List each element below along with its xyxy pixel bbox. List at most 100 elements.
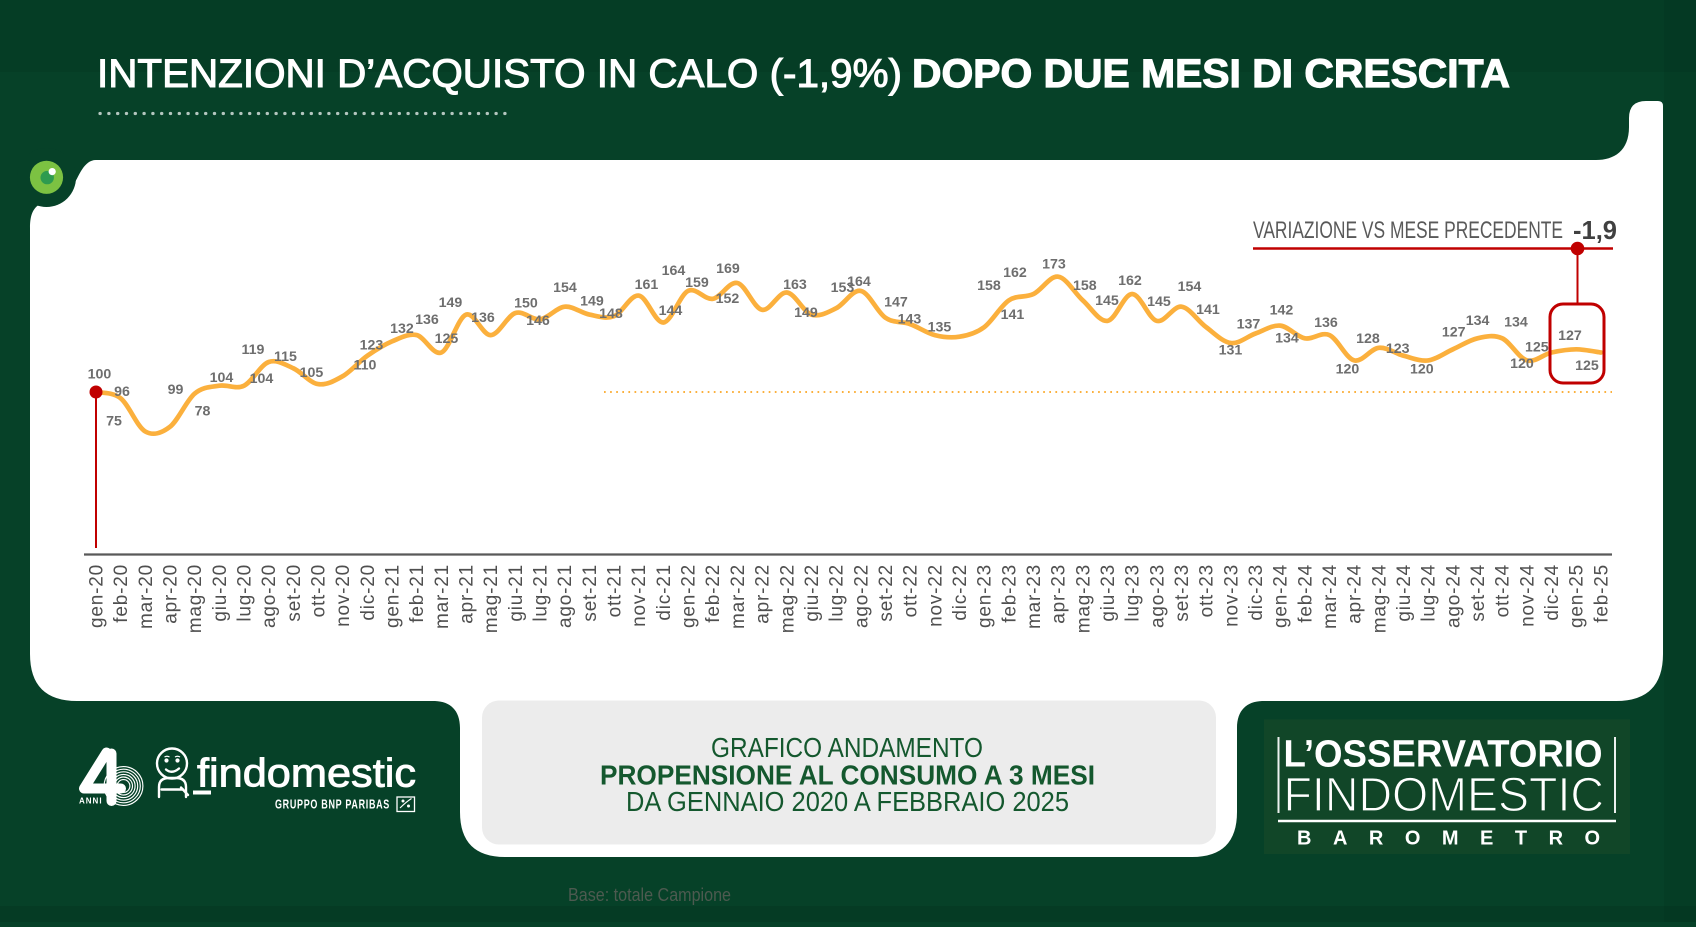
svg-text:143: 143 <box>898 312 922 328</box>
svg-text:mag-21: mag-21 <box>481 564 502 633</box>
svg-text:149: 149 <box>794 305 818 321</box>
svg-text:125: 125 <box>435 331 459 347</box>
svg-text:141: 141 <box>1196 302 1220 318</box>
svg-text:feb-20: feb-20 <box>111 564 132 623</box>
svg-text:137: 137 <box>1237 317 1261 333</box>
svg-text:mar-22: mar-22 <box>728 564 749 629</box>
svg-text:164: 164 <box>662 263 686 279</box>
svg-text:100: 100 <box>88 366 112 382</box>
svg-text:78: 78 <box>195 403 211 419</box>
svg-text:134: 134 <box>1275 330 1299 346</box>
svg-text:set-24: set-24 <box>1468 564 1489 622</box>
svg-text:dic-22: dic-22 <box>950 564 971 621</box>
svg-text:146: 146 <box>526 313 550 329</box>
svg-text:ago-24: ago-24 <box>1443 564 1464 628</box>
svg-text:162: 162 <box>1118 273 1142 289</box>
svg-text:gen-24: gen-24 <box>1271 564 1292 628</box>
svg-text:162: 162 <box>1003 265 1027 281</box>
svg-text:99: 99 <box>168 382 184 398</box>
svg-text:148: 148 <box>599 306 623 322</box>
svg-text:132: 132 <box>390 321 414 337</box>
svg-text:set-20: set-20 <box>284 564 305 622</box>
svg-text:nov-20: nov-20 <box>333 564 354 627</box>
svg-text:125: 125 <box>1525 339 1549 355</box>
svg-text:115: 115 <box>274 349 297 365</box>
svg-text:feb-22: feb-22 <box>703 564 724 623</box>
svg-text:131: 131 <box>1219 343 1243 359</box>
svg-text:173: 173 <box>1042 256 1066 272</box>
svg-text:134: 134 <box>1466 313 1490 329</box>
svg-text:ago-20: ago-20 <box>259 564 280 628</box>
svg-text:136: 136 <box>471 310 495 326</box>
svg-text:163: 163 <box>783 277 807 293</box>
svg-text:123: 123 <box>360 337 384 353</box>
svg-text:PROPENSIONE AL CONSUMO A 3 MES: PROPENSIONE AL CONSUMO A 3 MESI <box>600 760 1095 791</box>
svg-text:giu-20: giu-20 <box>210 564 231 622</box>
svg-text:120: 120 <box>1336 362 1360 378</box>
svg-text:apr-20: apr-20 <box>161 564 182 624</box>
svg-text:mar-24: mar-24 <box>1320 564 1341 629</box>
svg-text:ott-20: ott-20 <box>309 564 330 617</box>
svg-text:158: 158 <box>1073 278 1097 294</box>
svg-text:apr-23: apr-23 <box>1049 564 1070 624</box>
svg-text:giu-22: giu-22 <box>802 564 823 622</box>
svg-text:feb-21: feb-21 <box>407 564 428 623</box>
svg-text:ott-22: ott-22 <box>901 564 922 617</box>
svg-text:135: 135 <box>928 319 952 335</box>
svg-text:136: 136 <box>1314 315 1338 331</box>
svg-text:INTENZIONI D’ACQUISTO IN CALO: INTENZIONI D’ACQUISTO IN CALO (-1,9%) DOP… <box>97 52 1510 96</box>
svg-text:mag-22: mag-22 <box>777 564 798 633</box>
svg-text:136: 136 <box>415 312 439 328</box>
svg-text:L’OSSERVATORIO: L’OSSERVATORIO <box>1284 734 1603 776</box>
svg-text:164: 164 <box>847 274 871 290</box>
svg-text:VARIAZIONE VS MESE PRECEDENTE: VARIAZIONE VS MESE PRECEDENTE <box>1253 217 1563 244</box>
svg-text:BAROMETRO: BAROMETRO <box>1297 828 1622 850</box>
svg-text:GRUPPO BNP PARIBAS: GRUPPO BNP PARIBAS <box>275 797 390 812</box>
svg-text:154: 154 <box>1178 279 1202 295</box>
svg-text:nov-24: nov-24 <box>1517 564 1538 627</box>
svg-text:147: 147 <box>884 294 908 310</box>
svg-text:Base: totale Campione: Base: totale Campione <box>568 884 731 905</box>
svg-text:giu-21: giu-21 <box>506 564 527 622</box>
svg-text:161: 161 <box>635 277 659 293</box>
svg-text:lug-24: lug-24 <box>1419 564 1440 622</box>
svg-text:FINDOMESTIC: FINDOMESTIC <box>1284 769 1605 822</box>
svg-text:145: 145 <box>1095 293 1119 309</box>
svg-text:gen-21: gen-21 <box>383 564 404 628</box>
svg-text:ago-22: ago-22 <box>851 564 872 628</box>
svg-text:96: 96 <box>114 384 130 400</box>
svg-text:154: 154 <box>553 280 577 296</box>
svg-text:GRAFICO ANDAMENTO: GRAFICO ANDAMENTO <box>711 732 983 763</box>
svg-text:gen-25: gen-25 <box>1567 564 1588 628</box>
svg-text:142: 142 <box>1270 303 1294 319</box>
svg-text:ago-23: ago-23 <box>1147 564 1168 628</box>
svg-text:DA GENNAIO 2020 A FEBBRAIO 202: DA GENNAIO 2020 A FEBBRAIO 2025 <box>626 786 1069 817</box>
svg-text:145: 145 <box>1147 294 1171 310</box>
svg-text:lug-21: lug-21 <box>531 564 552 622</box>
svg-text:dic-24: dic-24 <box>1542 564 1563 621</box>
svg-text:apr-21: apr-21 <box>457 564 478 624</box>
svg-text:lug-23: lug-23 <box>1123 564 1144 622</box>
svg-text:mag-20: mag-20 <box>185 564 206 633</box>
svg-text:gen-20: gen-20 <box>87 564 108 628</box>
svg-text:giu-24: giu-24 <box>1394 564 1415 622</box>
svg-text:mar-23: mar-23 <box>1024 564 1045 629</box>
svg-text:feb-25: feb-25 <box>1591 564 1612 623</box>
svg-text:mar-21: mar-21 <box>432 564 453 629</box>
svg-text:104: 104 <box>250 371 274 387</box>
svg-text:lug-20: lug-20 <box>235 564 256 622</box>
svg-text:144: 144 <box>659 303 683 319</box>
svg-text:findomestic: findomestic <box>197 752 416 796</box>
svg-text:mar-20: mar-20 <box>136 564 157 629</box>
svg-text:127: 127 <box>1442 324 1466 340</box>
svg-text:110: 110 <box>354 357 377 373</box>
svg-text:ott-21: ott-21 <box>605 564 626 617</box>
svg-text:dic-21: dic-21 <box>654 564 675 621</box>
svg-text:169: 169 <box>716 261 740 277</box>
svg-text:-1,9: -1,9 <box>1573 217 1617 245</box>
svg-text:128: 128 <box>1356 331 1380 347</box>
svg-text:nov-21: nov-21 <box>629 564 650 627</box>
svg-text:ago-21: ago-21 <box>555 564 576 628</box>
svg-text:feb-23: feb-23 <box>999 564 1020 623</box>
svg-text:dic-20: dic-20 <box>358 564 379 621</box>
